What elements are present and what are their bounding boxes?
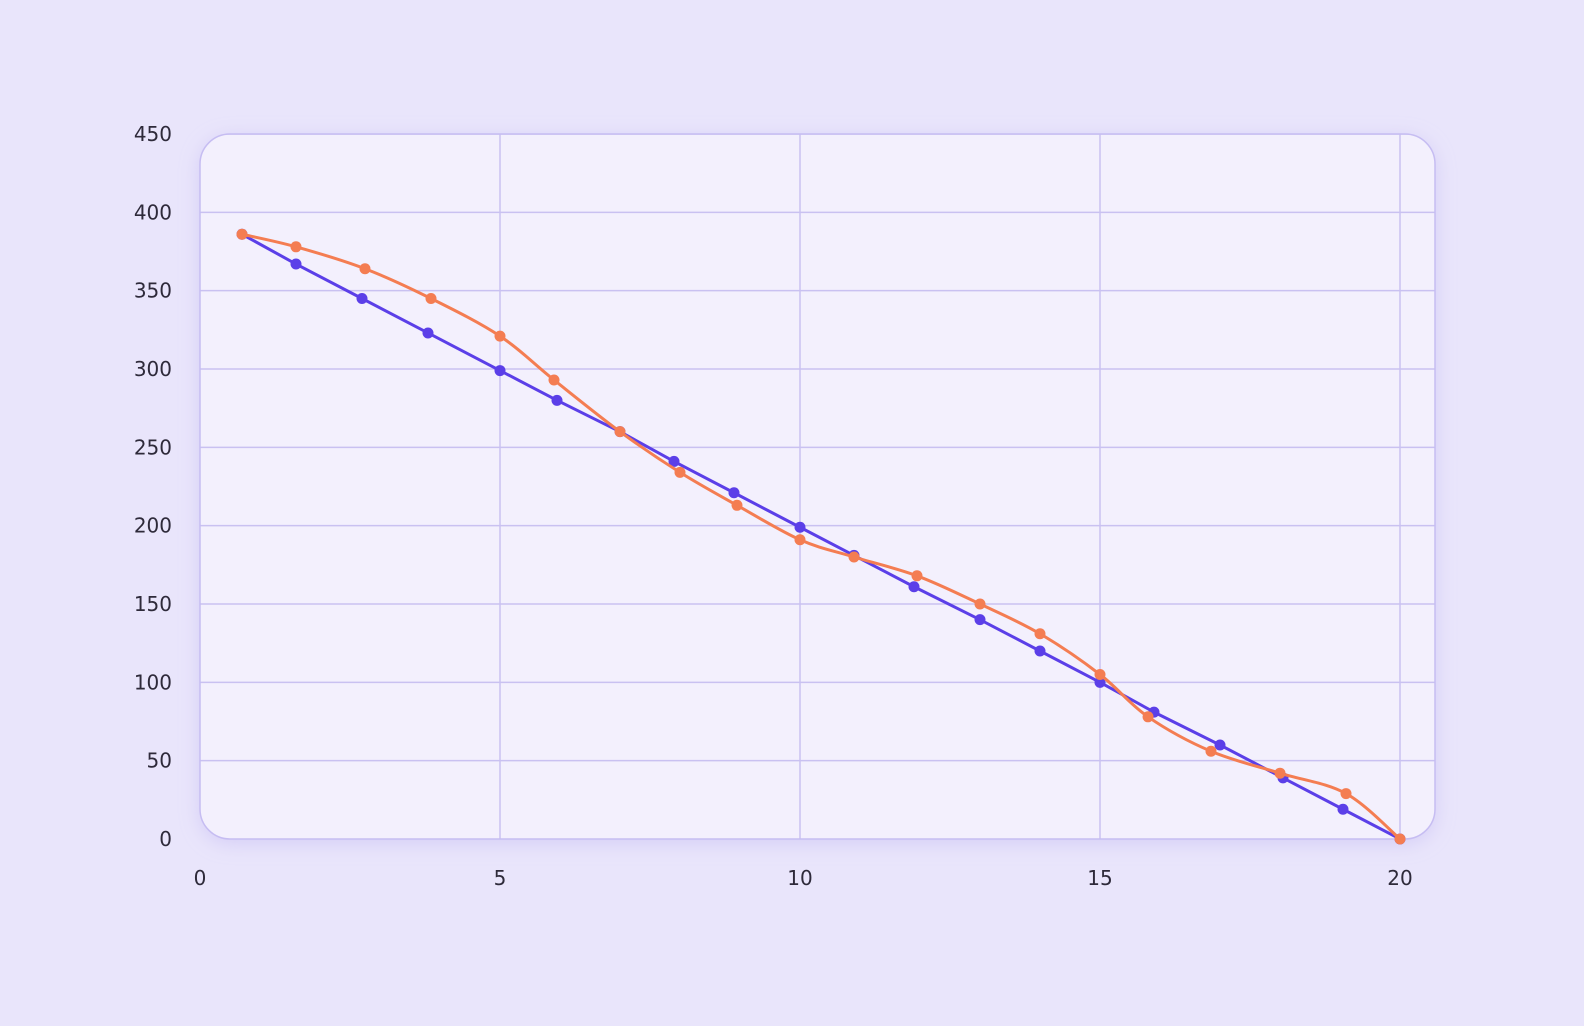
data-point xyxy=(1034,628,1046,640)
series-2 xyxy=(236,228,1406,845)
data-point xyxy=(1034,645,1046,657)
data-point xyxy=(1142,711,1154,723)
data-point xyxy=(1214,739,1226,751)
data-point xyxy=(908,581,920,593)
y-tick-label: 100 xyxy=(134,670,172,694)
data-point xyxy=(974,614,986,626)
plot-area xyxy=(200,134,1435,839)
y-tick-label: 450 xyxy=(134,122,172,146)
x-tick-label: 20 xyxy=(1387,866,1412,890)
y-tick-label: 150 xyxy=(134,592,172,616)
data-point xyxy=(548,374,560,386)
data-point xyxy=(911,570,923,582)
grid xyxy=(200,134,1435,839)
data-point xyxy=(494,365,506,377)
x-tick-label: 15 xyxy=(1087,866,1112,890)
data-point xyxy=(356,293,368,304)
data-point xyxy=(674,466,686,478)
data-point xyxy=(1205,745,1217,757)
data-point xyxy=(728,487,740,499)
data-point xyxy=(290,241,302,253)
data-point xyxy=(359,263,371,275)
data-point xyxy=(1394,833,1406,845)
data-point xyxy=(848,551,860,563)
data-point xyxy=(794,521,806,533)
data-point xyxy=(668,455,680,467)
x-tick-label: 0 xyxy=(194,866,207,890)
y-tick-label: 300 xyxy=(134,357,172,381)
data-point xyxy=(1337,803,1349,815)
data-point xyxy=(974,598,986,610)
y-tick-label: 350 xyxy=(134,279,172,303)
x-tick-label: 10 xyxy=(787,866,812,890)
series-line xyxy=(240,232,1402,841)
y-tick-label: 200 xyxy=(134,514,172,538)
data-point xyxy=(422,327,434,339)
data-point xyxy=(731,499,743,511)
data-point xyxy=(425,293,437,304)
data-point xyxy=(1094,676,1106,688)
y-tick-label: 50 xyxy=(147,749,172,773)
tick-labels: 0 50 100 150 200 250 300 350 400 450 0 5 10 15 20 xyxy=(134,122,1413,890)
data-point xyxy=(1340,788,1352,800)
series-layer xyxy=(236,228,1406,845)
data-point xyxy=(494,330,506,342)
y-tick-label: 250 xyxy=(134,435,172,459)
data-point xyxy=(614,426,626,438)
data-point xyxy=(1094,669,1106,680)
y-tick-label: 0 xyxy=(159,827,172,851)
x-tick-label: 5 xyxy=(494,866,507,890)
data-point xyxy=(551,394,563,406)
data-point xyxy=(1274,767,1286,779)
data-point xyxy=(794,534,806,546)
data-point xyxy=(236,228,248,240)
y-tick-label: 400 xyxy=(134,200,172,224)
data-point xyxy=(290,258,302,270)
plot-border xyxy=(199,133,1436,840)
